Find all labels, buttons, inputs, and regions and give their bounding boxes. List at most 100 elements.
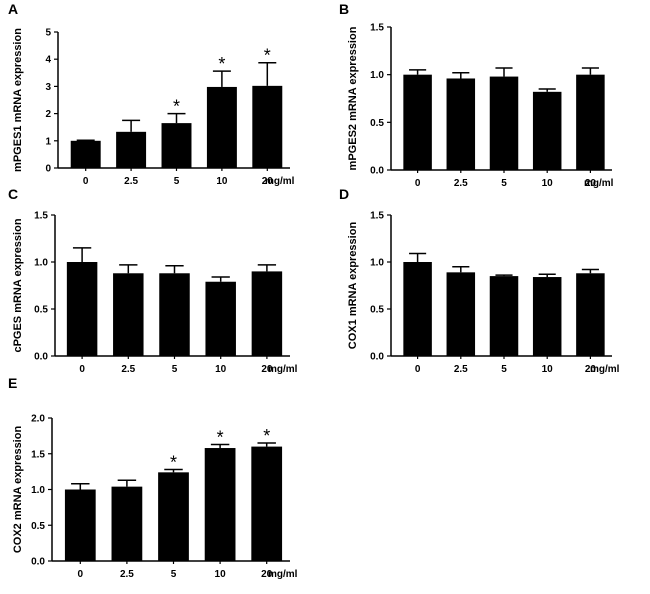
- y-tick-label: 1.5: [31, 449, 45, 460]
- x-unit-label: mg/ml: [590, 364, 620, 375]
- bar: [205, 281, 236, 356]
- y-tick-label: 1.5: [370, 211, 384, 222]
- bar: [403, 262, 432, 356]
- y-tick-label: 4: [45, 55, 51, 66]
- x-unit-label: mg/ml: [268, 569, 298, 580]
- y-tick-label: 0.5: [370, 118, 384, 129]
- y-tick-label: 0.0: [370, 352, 384, 363]
- x-tick-label: 2.5: [124, 176, 138, 187]
- y-axis-title: COX1 mRNA expression: [347, 222, 359, 350]
- y-tick-label: 2: [45, 109, 51, 120]
- significance-marker: *: [217, 427, 224, 447]
- bar: [116, 131, 147, 168]
- bar: [158, 472, 189, 561]
- x-tick-label: 10: [216, 176, 228, 187]
- bar: [251, 446, 283, 561]
- x-tick-label: 5: [501, 178, 507, 189]
- x-tick-label: 2.5: [121, 364, 135, 375]
- y-axis-title: mPGES2 mRNA expression: [347, 26, 359, 170]
- x-tick-label: 20: [585, 178, 597, 189]
- x-tick-label: 2.5: [120, 569, 134, 580]
- bar: [161, 123, 192, 168]
- y-tick-label: 1.0: [31, 485, 45, 496]
- bar: [113, 273, 144, 356]
- x-tick-label: 0: [79, 364, 85, 375]
- y-tick-label: 1: [45, 136, 51, 147]
- bar: [66, 262, 98, 356]
- y-axis-title: mPGES1 mRNA expression: [12, 28, 24, 172]
- x-tick-label: 5: [172, 364, 178, 375]
- y-tick-label: 0: [45, 164, 51, 175]
- y-tick-label: 1.5: [34, 211, 48, 222]
- y-tick-label: 1.0: [34, 258, 48, 269]
- y-tick-label: 0.5: [31, 521, 45, 532]
- bar: [489, 276, 519, 356]
- x-tick-label: 0: [415, 178, 421, 189]
- bar: [446, 78, 476, 170]
- panel-letter: C: [8, 186, 18, 202]
- y-tick-label: 1.0: [370, 258, 384, 269]
- y-tick-label: 1.0: [370, 70, 384, 81]
- bar: [64, 489, 96, 561]
- bar: [159, 273, 190, 356]
- x-tick-label: 2.5: [454, 178, 468, 189]
- chart-panel-e: E COX2 mRNA expression 0.0 0.5 1.0 1.5 2.0 0 2.5…: [8, 375, 298, 580]
- significance-marker: *: [218, 54, 225, 74]
- bar: [403, 74, 432, 170]
- x-unit-label: mg/ml: [265, 176, 295, 187]
- y-tick-label: 0.0: [34, 352, 48, 363]
- y-tick-label: 0.5: [370, 305, 384, 316]
- y-tick-label: 2.0: [31, 414, 45, 425]
- bar: [576, 74, 605, 170]
- x-tick-label: 20: [262, 176, 274, 187]
- x-tick-label: 5: [501, 364, 507, 375]
- chart-panel-d: D COX1 mRNA expression 0.0 0.5 1.0 1.5 0 2.5 5 10…: [339, 186, 620, 375]
- y-tick-label: 1.5: [370, 23, 384, 34]
- bar: [204, 448, 236, 561]
- bar: [532, 91, 562, 170]
- x-tick-label: 10: [215, 569, 227, 580]
- x-tick-label: 10: [542, 364, 554, 375]
- panel-letter: A: [8, 1, 18, 17]
- bar: [251, 271, 283, 356]
- bar: [70, 140, 101, 168]
- y-tick-label: 3: [45, 82, 51, 93]
- x-tick-label: 0: [415, 364, 421, 375]
- x-tick-label: 20: [261, 364, 273, 375]
- y-tick-label: 5: [45, 28, 51, 39]
- panel-letter: B: [339, 1, 349, 17]
- x-tick-label: 10: [215, 364, 227, 375]
- x-unit-label: mg/ml: [268, 364, 298, 375]
- significance-marker: *: [264, 46, 271, 66]
- bar: [532, 277, 562, 356]
- y-axis-title: COX2 mRNA expression: [12, 426, 24, 554]
- panel-letter: E: [8, 375, 17, 391]
- significance-marker: *: [263, 426, 270, 446]
- x-tick-label: 20: [261, 569, 273, 580]
- panel-letter: D: [339, 186, 349, 202]
- x-tick-label: 0: [78, 569, 84, 580]
- x-tick-label: 5: [171, 569, 177, 580]
- significance-marker: *: [173, 97, 180, 117]
- bar: [446, 272, 476, 356]
- bar: [252, 85, 283, 168]
- bar: [206, 86, 237, 168]
- bar: [576, 273, 605, 356]
- significance-marker: *: [170, 452, 177, 472]
- bar: [489, 76, 519, 170]
- x-tick-label: 10: [542, 178, 554, 189]
- y-tick-label: 0.5: [34, 305, 48, 316]
- x-tick-label: 5: [174, 176, 180, 187]
- y-tick-label: 0.0: [31, 557, 45, 568]
- x-tick-label: 20: [585, 364, 597, 375]
- bar: [111, 486, 143, 561]
- y-tick-label: 0.0: [370, 166, 384, 177]
- y-axis-title: cPGES mRNA expression: [12, 218, 24, 352]
- x-tick-label: 0: [83, 176, 89, 187]
- x-unit-label: mg/ml: [584, 178, 614, 189]
- x-tick-label: 2.5: [454, 364, 468, 375]
